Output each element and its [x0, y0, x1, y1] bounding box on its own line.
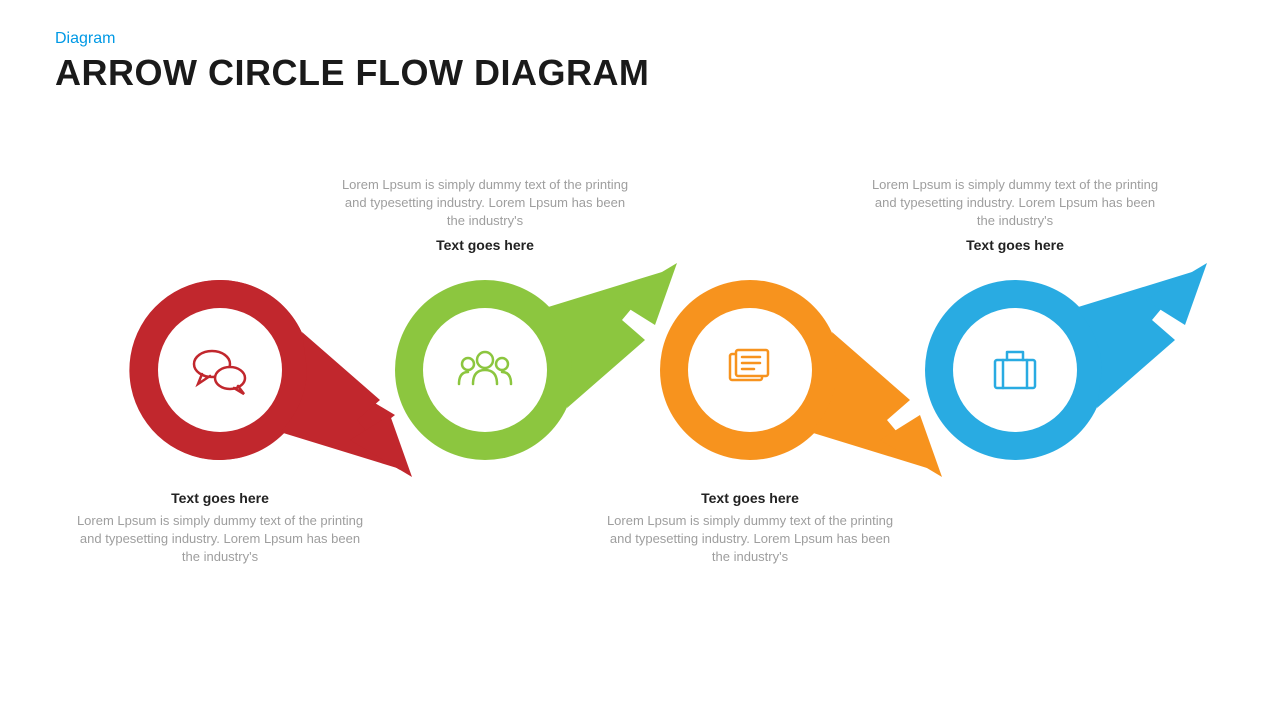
node-3-desc: Lorem Lpsum is simply dummy text of the …: [605, 512, 895, 567]
node-3-heading: Text goes here: [605, 490, 895, 506]
node-4-desc: Lorem Lpsum is simply dummy text of the …: [870, 176, 1160, 231]
node-1-heading: Text goes here: [75, 490, 365, 506]
node-1-text: Text goes here Lorem Lpsum is simply dum…: [75, 490, 365, 567]
flow-node-4: [925, 263, 1207, 460]
node-2-desc: Lorem Lpsum is simply dummy text of the …: [340, 176, 630, 231]
flow-node-2: [395, 263, 677, 460]
node-4-heading: Text goes here: [870, 237, 1160, 253]
node-1-desc: Lorem Lpsum is simply dummy text of the …: [75, 512, 365, 567]
node-3-text: Text goes here Lorem Lpsum is simply dum…: [605, 490, 895, 567]
flow-node-3: [660, 280, 942, 477]
flow-node-1: [129, 280, 412, 478]
node-4-text: Lorem Lpsum is simply dummy text of the …: [870, 176, 1160, 253]
node-2-heading: Text goes here: [340, 237, 630, 253]
documents-icon: [730, 350, 768, 380]
node-2-text: Lorem Lpsum is simply dummy text of the …: [340, 176, 630, 253]
flow-diagram: [0, 0, 1280, 720]
